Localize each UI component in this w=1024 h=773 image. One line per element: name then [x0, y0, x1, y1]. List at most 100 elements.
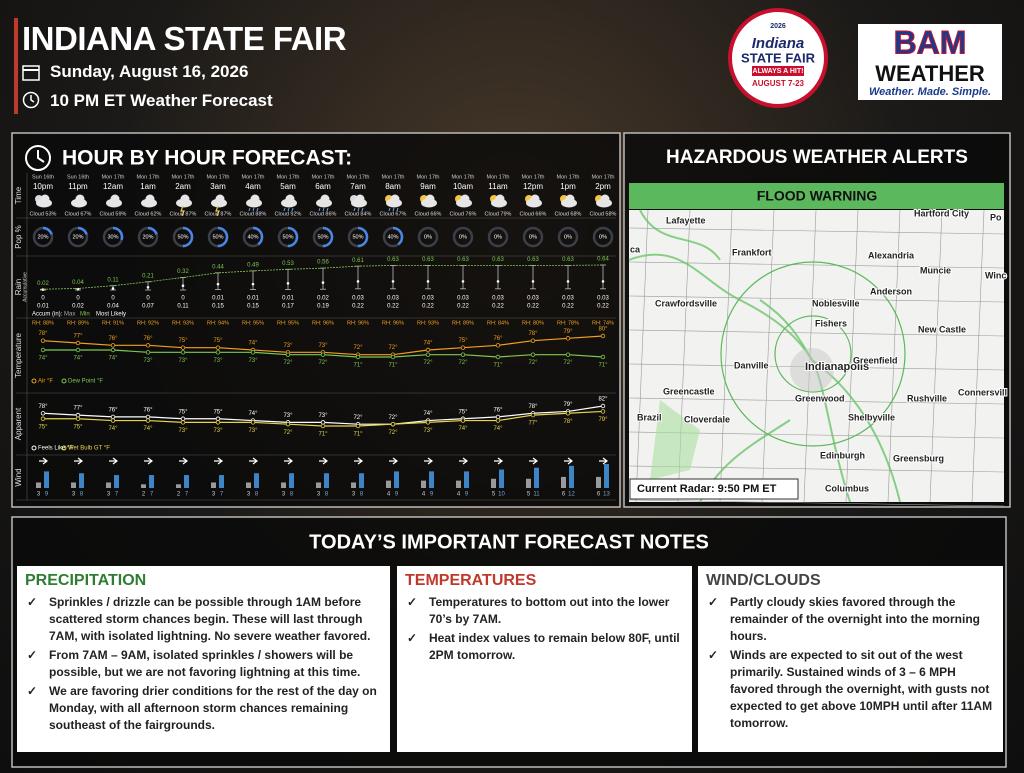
wind-gust-label: 13 — [603, 492, 610, 498]
pop-label: 0% — [459, 234, 467, 240]
rain-max-label: 0.63 — [492, 257, 504, 263]
rh-label: RH: 96% — [382, 320, 404, 326]
wind-speed-bar — [596, 476, 601, 488]
time-label: 9am — [420, 182, 436, 191]
temperature-point — [390, 354, 396, 360]
city-label: Muncie — [920, 265, 951, 275]
wind-arrow — [214, 457, 223, 465]
rain-likely — [286, 282, 290, 285]
city-label: Greenfield — [853, 355, 898, 365]
wind-gust-bar — [359, 473, 364, 488]
apparent-point — [75, 416, 81, 421]
wind-gust-label: 8 — [360, 492, 364, 498]
pop-ring — [67, 226, 89, 248]
wind-speed-label: 4 — [457, 492, 461, 498]
temperature-label: 77° — [73, 334, 83, 340]
hourly-title: HOUR BY HOUR FORECAST: — [62, 147, 352, 170]
wind-gust-label: 9 — [45, 492, 49, 498]
apparent-point — [285, 421, 291, 427]
apparent-label: 75° — [178, 409, 188, 415]
city-label: Connersvill — [958, 387, 1007, 397]
hourly-chart: Time Pop % Rain Temperature Apparent Wind Accu… — [14, 173, 617, 501]
pop-ring — [312, 226, 334, 248]
pop-label: 40% — [387, 234, 398, 240]
notes-text: We are favoring drier conditions for the… — [49, 684, 377, 732]
day-label: Mon 17th — [102, 174, 125, 180]
day-label: Mon 17th — [347, 174, 370, 180]
rh-label: RH: 95% — [277, 320, 299, 326]
apparent-label: 74° — [458, 426, 468, 432]
wind-gust-label: 7 — [185, 492, 189, 498]
rain-likely — [601, 280, 605, 283]
rain-likely-label: 0.22 — [597, 304, 609, 310]
pop-ring — [242, 226, 264, 248]
wind-gust-bar — [604, 464, 609, 488]
cloud-puff — [285, 194, 295, 204]
radar-ring — [720, 261, 906, 447]
apparent-point — [495, 418, 501, 423]
time-label: 10am — [453, 182, 473, 191]
rain-likely-label: 0.22 — [422, 304, 434, 310]
check-icon: ✓ — [708, 648, 719, 662]
notes-list: ✓ Partly cloudy skies favored through the… — [706, 594, 995, 732]
fair-sub: STATE FAIR — [741, 50, 816, 65]
county-line — [719, 209, 733, 503]
check-icon: ✓ — [27, 595, 38, 609]
wind-speed-label: 3 — [317, 492, 321, 498]
pop-label: 20% — [37, 234, 48, 240]
wind-speed-label: 3 — [212, 492, 216, 498]
wind-speed-bar — [176, 484, 181, 488]
rain-icon — [283, 207, 294, 212]
apparent-label: 71° — [353, 432, 363, 438]
rain-likely — [496, 280, 500, 283]
notes-list: ✓ Sprinkles / drizzle can be possible thr… — [25, 594, 382, 734]
temperature-label: 74° — [38, 356, 48, 362]
city-label: Winc — [985, 270, 1006, 280]
wind-arrow — [459, 457, 468, 465]
county-line — [628, 261, 1005, 269]
county-line — [628, 499, 1005, 507]
apparent-label: 74° — [493, 426, 503, 432]
time-label: 11am — [488, 182, 508, 191]
rain-likely — [426, 280, 430, 283]
county-line — [887, 209, 901, 503]
apparent-label: 78° — [528, 404, 538, 410]
rain-min-label: 0.03 — [422, 296, 434, 302]
pop-label: 20% — [142, 234, 153, 240]
apparent-point — [600, 403, 606, 409]
rh-label: RH: 91% — [102, 320, 124, 326]
temperature-point — [285, 352, 291, 357]
rain-max-label: 0.63 — [562, 257, 574, 263]
city-label: ca — [630, 244, 641, 254]
notes-text: From 7AM – 9AM, isolated sprinkles / sho… — [49, 648, 361, 679]
cloud-label: Cloud 53% — [30, 211, 57, 217]
wind-gust-bar — [254, 473, 259, 488]
temperature-label: 73° — [178, 358, 188, 364]
wind-speed-bar — [526, 478, 531, 488]
temperature-point — [75, 340, 81, 346]
apparent-label: 82° — [598, 397, 608, 403]
apparent-point — [460, 418, 466, 423]
time-label: 1am — [140, 182, 156, 191]
city-label: Greencastle — [663, 386, 715, 396]
county-line — [628, 465, 1005, 473]
temperature-label: 74° — [73, 356, 83, 362]
time-label: 6am — [315, 182, 331, 191]
rain-likely — [321, 281, 325, 284]
rain-likely-label: 0.22 — [387, 304, 399, 310]
notes-item: ✓ Partly cloudy skies favored through the… — [706, 594, 995, 645]
bam-logo: BAM — [894, 24, 967, 60]
temperature-label: 72° — [458, 360, 468, 366]
wind-speed-bar — [71, 482, 76, 488]
apparent-point — [600, 409, 606, 414]
notes-text: Temperatures to bottom out into the lowe… — [429, 595, 670, 626]
temperature-label: 73° — [248, 358, 258, 364]
city-label: Cloverdale — [684, 414, 730, 424]
city-label: Greensburg — [893, 453, 944, 463]
apparent-point — [110, 418, 116, 423]
apparent-label: 73° — [213, 428, 223, 434]
cloud-puff — [110, 194, 120, 204]
wind-gust-label: 9 — [395, 492, 399, 498]
wind-speed-label: 3 — [352, 492, 356, 498]
apparent-point — [215, 416, 221, 421]
